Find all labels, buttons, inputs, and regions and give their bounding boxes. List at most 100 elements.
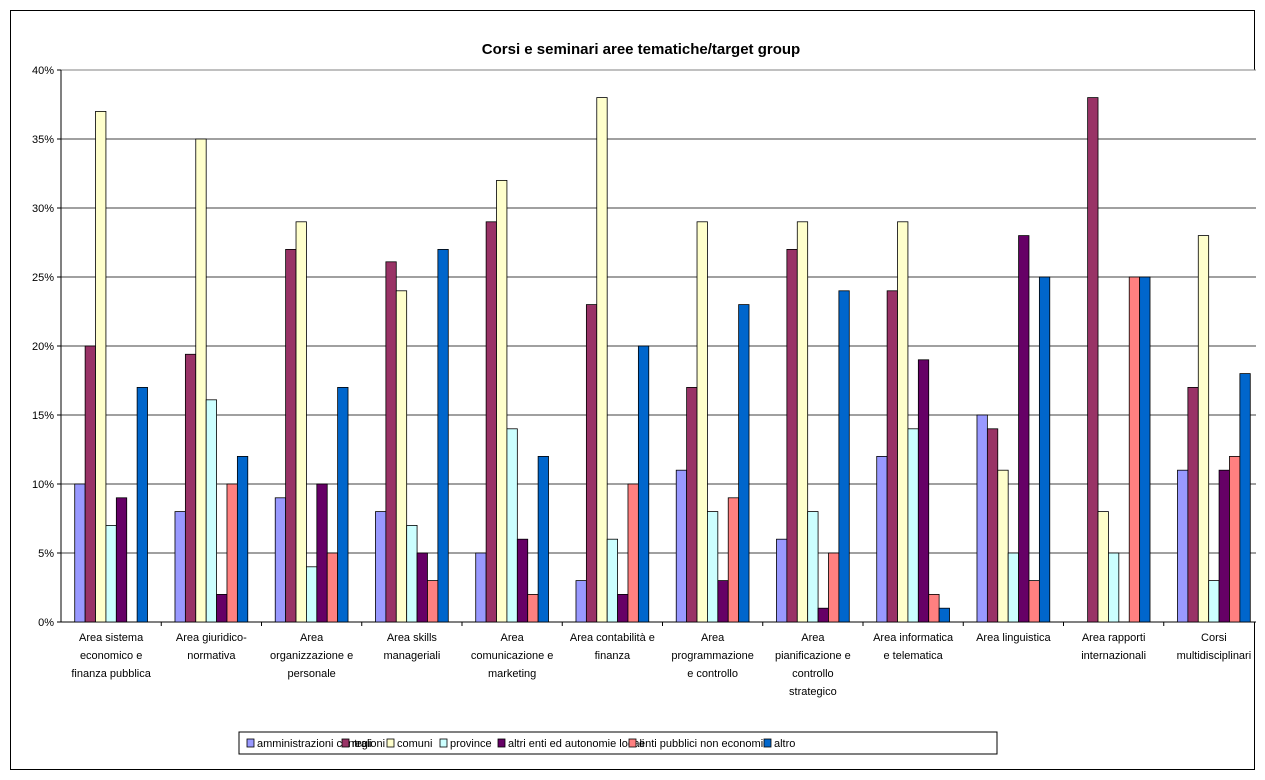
bar-comuni	[395, 290, 408, 623]
legend-label: altro	[774, 738, 795, 750]
bar-altro	[537, 455, 549, 623]
bar-enti-pubblici-non-economici	[727, 497, 740, 623]
y-tick-label: 30%	[32, 203, 54, 215]
x-category-label: programmazione	[671, 650, 754, 662]
bar-altro	[738, 304, 750, 623]
bar-altri-enti-ed-autonomie-locali	[516, 538, 529, 623]
bar-comuni	[696, 221, 708, 623]
x-category-label: multidisciplinari	[1177, 650, 1252, 662]
x-category-label: Area sistema	[79, 632, 144, 644]
bar-chart: Corsi e seminari aree tematiche/target g…	[32, 41, 1256, 755]
bar-amministrazioni-centrali	[1177, 469, 1189, 623]
bar-altro	[1038, 276, 1051, 623]
x-category-label: Area informatica	[873, 632, 954, 644]
chart-frame: Corsi e seminari aree tematiche/target g…	[10, 10, 1256, 770]
bar-altro	[136, 386, 148, 623]
x-category-label: Area rapporti	[1082, 632, 1146, 644]
x-category-label: controllo	[792, 668, 834, 680]
bar-province	[606, 538, 618, 623]
bar-enti-pubblici-non-economici	[1229, 455, 1241, 623]
x-category-label: e telematica	[883, 650, 943, 662]
legend-swatch	[497, 738, 506, 748]
bar-comuni	[1097, 511, 1109, 623]
bar-amministrazioni-centrali	[174, 511, 186, 623]
bar-province	[1108, 552, 1120, 623]
x-category-label: Area contabilità e	[570, 632, 655, 644]
bar-comuni	[596, 97, 608, 623]
x-category-label: Area linguistica	[976, 632, 1051, 644]
bar-comuni	[997, 469, 1009, 623]
legend-swatch	[341, 738, 350, 748]
bar-altri-enti-ed-autonomie-locali	[617, 594, 629, 623]
bar-amministrazioni-centrali	[274, 497, 287, 623]
chart-title: Corsi e seminari aree tematiche/target g…	[482, 41, 800, 58]
legend-label: comuni	[397, 738, 432, 750]
bar-province	[807, 511, 819, 623]
bar-province	[506, 428, 518, 623]
bar-province	[707, 511, 719, 623]
bar-altri-enti-ed-autonomie-locali	[316, 483, 328, 623]
bar-regioni	[786, 248, 798, 623]
bar-regioni	[285, 248, 297, 623]
bar-altro	[437, 248, 449, 623]
x-category-label: manageriali	[383, 650, 440, 662]
bar-altro	[637, 345, 650, 623]
bar-regioni	[686, 386, 698, 623]
x-category-label: marketing	[488, 668, 536, 680]
legend-label: altri enti ed autonomie locali	[508, 738, 644, 750]
bar-amministrazioni-centrali	[776, 538, 788, 623]
bar-enti-pubblici-non-economici	[928, 594, 940, 623]
bar-enti-pubblici-non-economici	[627, 483, 639, 623]
bar-altri-enti-ed-autonomie-locali	[216, 594, 228, 623]
legend-swatch	[628, 738, 637, 748]
bar-regioni	[385, 261, 397, 623]
bar-regioni	[184, 353, 197, 623]
bar-altri-enti-ed-autonomie-locali	[917, 359, 930, 623]
x-category-label: internazionali	[1081, 650, 1146, 662]
y-tick-label: 20%	[32, 341, 54, 353]
x-category-label: Area	[801, 632, 825, 644]
bar-amministrazioni-centrali	[375, 511, 387, 623]
bar-amministrazioni-centrali	[876, 455, 888, 623]
bar-regioni	[886, 290, 898, 623]
bar-amministrazioni-centrali	[475, 552, 487, 623]
legend-label: regioni	[352, 738, 385, 750]
bar-enti-pubblici-non-economici	[226, 483, 238, 623]
bar-comuni	[195, 138, 207, 623]
bar-province	[205, 399, 217, 623]
x-category-label: e controllo	[687, 668, 738, 680]
x-category-label: Corsi	[1201, 632, 1227, 644]
bar-province	[406, 525, 418, 623]
bar-regioni	[1087, 97, 1099, 623]
grid-lines	[60, 69, 1256, 623]
bar-enti-pubblici-non-economici	[1028, 580, 1040, 623]
bar-enti-pubblici-non-economici	[326, 552, 339, 623]
bar-altri-enti-ed-autonomie-locali	[115, 497, 128, 623]
bar-amministrazioni-centrali	[675, 469, 688, 623]
bar-province	[306, 566, 318, 623]
y-tick-label: 10%	[32, 479, 54, 491]
x-category-label: economico e	[80, 650, 142, 662]
bar-regioni	[485, 221, 497, 623]
legend-swatch	[246, 738, 255, 748]
bar-altro	[1239, 373, 1251, 623]
x-category-label: Area giuridico-	[176, 632, 247, 644]
bar-province	[1208, 580, 1220, 623]
bar-altri-enti-ed-autonomie-locali	[1018, 235, 1030, 623]
bar-comuni	[295, 221, 307, 623]
x-axis-categories: Area sistema economico e finanza pubblica A…	[71, 622, 1251, 698]
bar-altri-enti-ed-autonomie-locali	[817, 607, 829, 623]
bar-regioni	[986, 428, 999, 623]
legend-swatch	[386, 738, 395, 748]
bar-amministrazioni-centrali	[74, 483, 86, 623]
legend-label: enti pubblici non economici	[639, 738, 771, 750]
bar-comuni	[1197, 235, 1210, 623]
y-tick-label: 5%	[38, 548, 54, 560]
bar-comuni	[95, 111, 107, 623]
bar-province	[907, 428, 919, 623]
bar-enti-pubblici-non-economici	[828, 552, 840, 623]
x-category-label: Area	[701, 632, 725, 644]
bar-altro	[1139, 276, 1151, 623]
x-category-label: finanza pubblica	[71, 668, 151, 680]
